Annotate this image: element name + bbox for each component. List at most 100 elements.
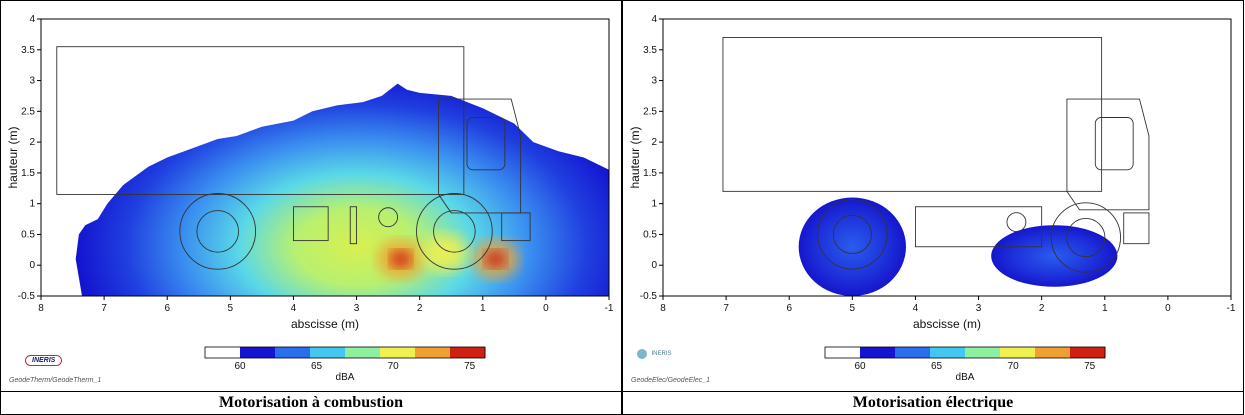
colorbar-segment (1070, 347, 1106, 358)
x-tick-label: 7 (101, 303, 107, 314)
y-tick-label: 3.5 (643, 45, 657, 56)
y-tick-label: -0.5 (18, 291, 36, 302)
panel-electrique: 8 7 6 5 4 3 2 1 0 -1 -0.5 0 0.5 1 1.5 2 2.5 3 3.5 4 abscisse… (622, 0, 1244, 415)
colorbar-segment (860, 347, 896, 358)
hotspot (389, 250, 412, 269)
cab (438, 98, 522, 214)
front-wheel-hub (1066, 217, 1106, 258)
heat-layer (75, 83, 609, 296)
y-tick-label: 1.5 (21, 168, 35, 179)
colorbar-segment (415, 347, 451, 358)
tank (1006, 212, 1027, 233)
colorbar-segment (240, 347, 276, 358)
panel-combustion: 8 7 6 5 4 3 2 1 0 -1 -0.5 0 0.5 1 1.5 2 2.5 3 3.5 4 abscisse… (0, 0, 622, 415)
y-axis-label: hauteur (m) (628, 126, 642, 188)
tank (378, 207, 399, 228)
caption-electrique: Motorisation électrique (623, 391, 1243, 414)
noise-map-electrique: 8 7 6 5 4 3 2 1 0 -1-0.500.511.522.533.54abscisse… (628, 14, 1236, 383)
colorbar-tick-label: 75 (1084, 361, 1096, 372)
logo-text: INERIS (25, 355, 63, 366)
front-wheel (416, 193, 493, 270)
plot-area (663, 19, 1231, 296)
colorbar-unit: dBA (336, 372, 355, 383)
heat-layer (798, 197, 1118, 296)
colorbar-tick-label: 70 (1008, 361, 1020, 372)
x-tick-label: 1 (1102, 303, 1108, 314)
x-tick-label: -1 (1227, 303, 1236, 314)
y-tick-label: 2.5 (21, 106, 35, 117)
x-tick-label: 8 (38, 303, 44, 314)
x-tick-label: 2 (1039, 303, 1045, 314)
colorbar-tick-label: 65 (311, 361, 323, 372)
x-tick-label: 1 (480, 303, 486, 314)
chassis-component (292, 206, 329, 242)
y-tick-label: -0.5 (640, 291, 658, 302)
x-tick-label: 5 (850, 303, 856, 314)
front-wheel (1050, 202, 1122, 273)
colorbar-segment (205, 347, 241, 358)
front-wheel-hub (433, 210, 476, 253)
y-tick-label: 0.5 (21, 229, 35, 240)
colorbar: 60 65 70 75 dBA (204, 346, 486, 383)
colorbar-segment (310, 347, 346, 358)
noise-envelope (75, 83, 609, 296)
rear-wheel-hub (832, 214, 872, 254)
rear-wheel (179, 193, 257, 270)
y-tick-label: 4 (651, 14, 657, 25)
noise-blob (798, 197, 906, 296)
logo-ineris-right: INERIS (637, 345, 671, 363)
axes: 8 7 6 5 4 3 2 1 0 -1 -0.5 0 0.5 1 1.5 2 2.5 3 3.5 4 abscisse… (6, 14, 614, 331)
x-tick-label: 0 (543, 303, 549, 314)
cab-window (1094, 117, 1134, 171)
colorbar-segment (1000, 347, 1036, 358)
colorbar-segment (930, 347, 966, 358)
y-tick-label: 3 (651, 76, 657, 87)
y-tick-label: 1 (29, 199, 35, 210)
cab-window (466, 117, 506, 171)
axes: 8 7 6 5 4 3 2 1 0 -1 -0.5 0 0.5 1 1.5 2 2.5 3 3.5 4 abscisse… (628, 14, 1236, 331)
x-axis-label: abscisse (m) (291, 317, 359, 331)
y-tick-label: 0 (29, 260, 35, 271)
noise-blob (991, 225, 1118, 287)
y-tick-label: 3 (29, 76, 35, 87)
y-tick-label: 2 (29, 137, 35, 148)
colorbar-tick-label: 60 (854, 361, 866, 372)
x-tick-label: 6 (786, 303, 792, 314)
logo-text: INERIS (651, 350, 672, 357)
chassis-component (1123, 212, 1150, 245)
colorbar-tick-label: 60 (234, 361, 246, 372)
y-tick-label: 2 (651, 137, 657, 148)
y-tick-label: 0.5 (643, 229, 657, 240)
colorbar-frame (824, 346, 1106, 359)
colorbar: 60 65 70 75 dBA (824, 346, 1106, 383)
y-axis-label: hauteur (m) (6, 126, 20, 188)
colorbar-segment (825, 347, 861, 358)
y-tick-label: 3.5 (21, 45, 35, 56)
colorbar-unit: dBA (956, 372, 975, 383)
logo-ineris-left: INERIS (25, 349, 63, 367)
x-tick-label: 7 (723, 303, 729, 314)
x-tick-label: 2 (417, 303, 423, 314)
x-tick-label: -1 (605, 303, 614, 314)
x-tick-label: 4 (291, 303, 297, 314)
x-tick-label: 8 (660, 303, 666, 314)
colorbar-tick-label: 65 (931, 361, 943, 372)
colorbar-tick-label: 70 (388, 361, 400, 372)
x-tick-label: 4 (913, 303, 919, 314)
y-tick-label: 1.5 (643, 168, 657, 179)
chassis-component (914, 206, 1043, 248)
cargo-box (56, 46, 465, 195)
file-label: GeodeTherm/GeodeTherm_1 (9, 377, 102, 384)
truck-outline (56, 46, 531, 270)
axes-frame (40, 18, 610, 297)
y-tick-label: 1 (651, 199, 657, 210)
cargo-box (722, 37, 1103, 192)
x-tick-label: 3 (976, 303, 982, 314)
colorbar-segment (345, 347, 381, 358)
chassis-component (349, 206, 358, 245)
colorbar-segment (380, 347, 416, 358)
file-label: GeodeElec/GeodeElec_1 (631, 377, 710, 384)
colorbar-segment (275, 347, 311, 358)
logo-icon (637, 348, 647, 359)
